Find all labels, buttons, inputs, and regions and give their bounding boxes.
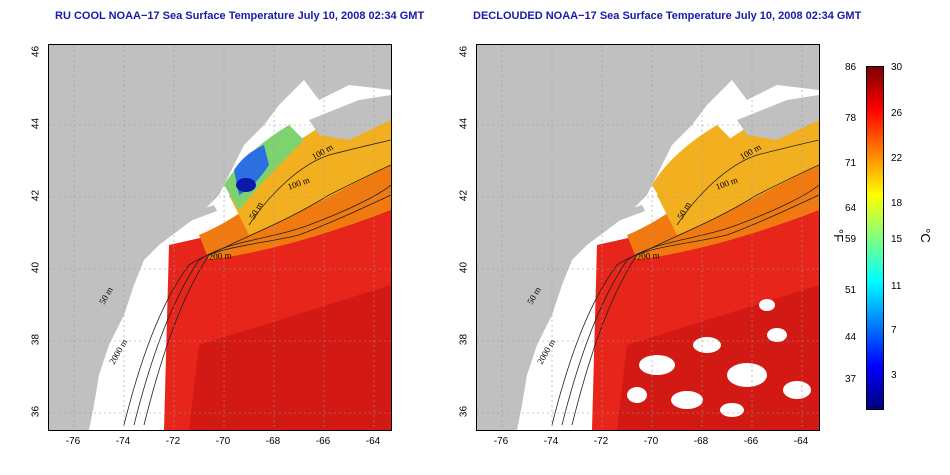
- right-lon-tick--66: -66: [743, 436, 759, 447]
- temperature-colorbar: [866, 66, 884, 410]
- right-contour-100: [571, 164, 819, 426]
- left-nova-scotia: [309, 95, 391, 140]
- left-lat-tick-36: 36: [30, 405, 42, 418]
- left-land: [49, 45, 391, 430]
- left-lat-tick-42: 42: [30, 189, 42, 202]
- colorbar-c-3: 3: [891, 370, 897, 381]
- colorbar-f-59: 59: [845, 234, 857, 245]
- right-contour-50: [676, 139, 819, 226]
- left-contour-200: [133, 184, 391, 426]
- colorbar-f-86: 86: [845, 62, 857, 73]
- right-contour-2000: [551, 194, 819, 426]
- right-clear-gap-1: [693, 337, 721, 353]
- left-lon-tick--76: -76: [65, 436, 81, 447]
- celsius-unit-label: °C: [917, 228, 933, 243]
- right-panel-title: DECLOUDED NOAA−17 Sea Surface Temperatur…: [473, 10, 862, 22]
- right-lon-tick--70: -70: [643, 436, 659, 447]
- right-clear-gap-5: [720, 403, 744, 417]
- right-sst-map: 100 m 100 m 50 m 200 m 50 m 2000 m: [476, 44, 820, 431]
- left-lon-tick--72: -72: [165, 436, 181, 447]
- left-coldest-patch: [236, 178, 256, 192]
- colorbar-f-44: 44: [845, 332, 857, 343]
- left-contour-50: [248, 139, 391, 226]
- right-gulf-stream: [617, 285, 819, 430]
- left-contour-2000: [123, 194, 391, 426]
- right-clear-gap-3: [767, 328, 787, 342]
- left-gulf-stream: [189, 285, 391, 430]
- colorbar-f-71: 71: [845, 158, 857, 169]
- left-lat-tick-46: 46: [30, 45, 42, 58]
- left-sst-map: 100 m 100 m 50 m 200 m 50 m 2000 m: [48, 44, 392, 431]
- right-lat-tick-38: 38: [458, 333, 470, 346]
- colorbar-c-18: 18: [891, 198, 903, 209]
- colorbar-f-51: 51: [845, 285, 857, 296]
- left-contour-label-3: 200 m: [208, 250, 232, 262]
- colorbar-f-64: 64: [845, 203, 857, 214]
- right-shelf-yellow: [652, 125, 732, 210]
- colorbar-c-7: 7: [891, 325, 897, 336]
- right-contour-200: [561, 184, 819, 426]
- fahrenheit-unit-label: °F: [831, 228, 847, 243]
- right-clear-gap-0: [639, 355, 675, 375]
- left-contour-100: [143, 164, 391, 426]
- left-lon-tick--64: -64: [365, 436, 381, 447]
- right-clear-gap-8: [759, 299, 775, 311]
- right-lat-tick-36: 36: [458, 405, 470, 418]
- right-lat-tick-46: 46: [458, 45, 470, 58]
- right-lon-tick--74: -74: [543, 436, 559, 447]
- colorbar-c-15: 15: [891, 234, 903, 245]
- left-lon-tick--74: -74: [115, 436, 131, 447]
- right-land: [477, 45, 819, 430]
- colorbar-f-78: 78: [845, 113, 857, 124]
- right-nova-scotia: [737, 95, 819, 140]
- left-lat-tick-38: 38: [30, 333, 42, 346]
- right-lat-tick-44: 44: [458, 117, 470, 130]
- colorbar-c-11: 11: [891, 281, 902, 292]
- left-lon-tick--68: -68: [265, 436, 281, 447]
- right-long-island: [597, 205, 645, 227]
- left-long-island: [169, 205, 217, 227]
- left-panel-title: RU COOL NOAA−17 Sea Surface Temperature …: [55, 10, 425, 22]
- right-clear-gap-6: [783, 381, 811, 399]
- colorbar-c-22: 22: [891, 153, 903, 164]
- right-clear-gap-2: [727, 363, 767, 387]
- right-clear-gap-4: [671, 391, 703, 409]
- right-lon-tick--64: -64: [793, 436, 809, 447]
- right-lon-tick--72: -72: [593, 436, 609, 447]
- colorbar-c-30: 30: [891, 62, 903, 73]
- right-lat-tick-42: 42: [458, 189, 470, 202]
- left-lon-tick--70: -70: [215, 436, 231, 447]
- right-lon-tick--68: -68: [693, 436, 709, 447]
- right-clear-gap-7: [627, 387, 647, 403]
- right-contour-label-3: 200 m: [636, 250, 660, 262]
- right-lon-tick--76: -76: [493, 436, 509, 447]
- colorbar-f-37: 37: [845, 374, 857, 385]
- right-lat-tick-40: 40: [458, 261, 470, 274]
- left-lat-tick-44: 44: [30, 117, 42, 130]
- left-lon-tick--66: -66: [315, 436, 331, 447]
- left-lat-tick-40: 40: [30, 261, 42, 274]
- colorbar-c-26: 26: [891, 108, 903, 119]
